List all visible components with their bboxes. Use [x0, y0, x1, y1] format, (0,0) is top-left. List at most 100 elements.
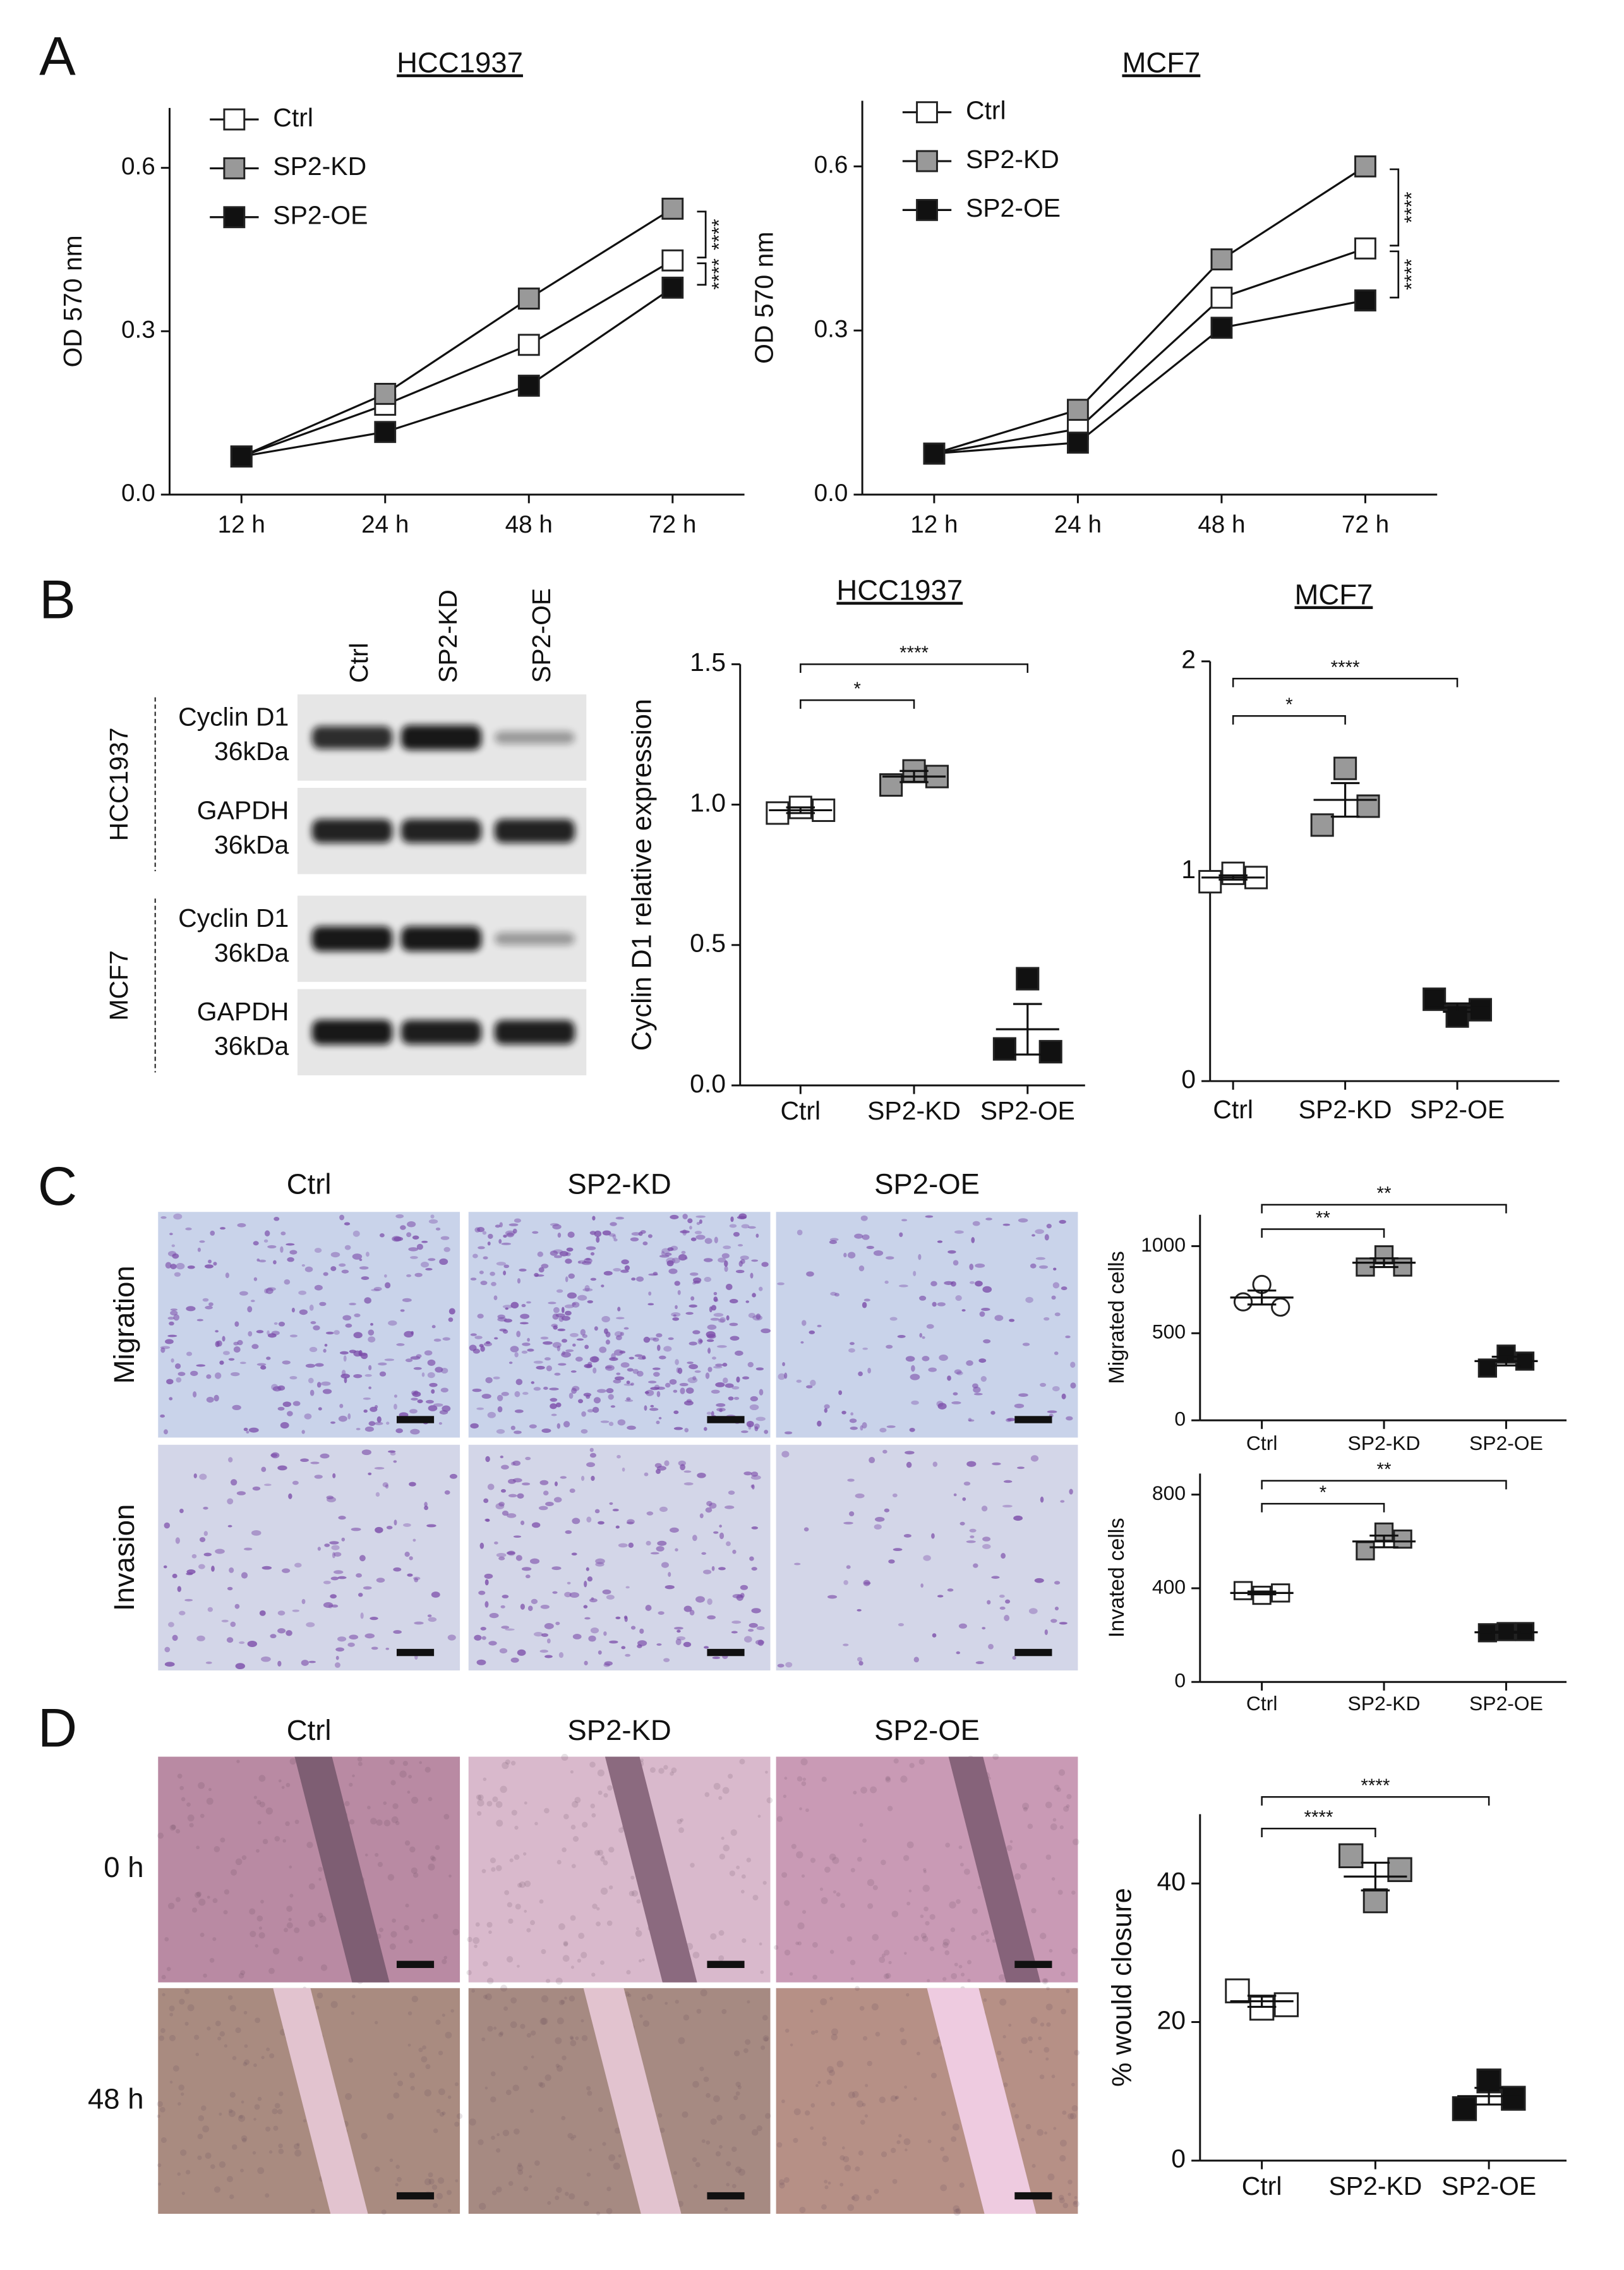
- texture: [821, 1897, 828, 1904]
- lane-label: SP2-OE: [527, 588, 556, 683]
- texture: [860, 1787, 867, 1794]
- y-tick-label: 0.0: [121, 480, 155, 507]
- cell: [488, 1233, 493, 1239]
- texture: [562, 1847, 567, 1852]
- texture: [586, 2086, 591, 2091]
- scratch: [294, 1756, 390, 1983]
- cell: [728, 1490, 735, 1495]
- cell: [782, 1361, 785, 1367]
- texture: [747, 2000, 750, 2004]
- cell: [447, 1634, 456, 1641]
- cell: [1030, 1263, 1037, 1269]
- texture: [836, 1892, 841, 1897]
- texture: [890, 2147, 896, 2153]
- cell: [420, 1261, 430, 1268]
- cell: [829, 1240, 838, 1245]
- cell: [338, 1415, 347, 1422]
- cell: [591, 1597, 594, 1600]
- texture: [256, 1849, 260, 1853]
- cell: [444, 1490, 450, 1495]
- texture: [288, 1917, 292, 1921]
- texture: [1042, 1977, 1049, 1984]
- texture: [992, 1939, 996, 1943]
- texture: [555, 2195, 560, 2201]
- texture: [822, 2141, 827, 2146]
- texture: [888, 1960, 892, 1964]
- texture: [599, 1960, 604, 1965]
- texture: [541, 2017, 548, 2025]
- cell: [953, 1493, 957, 1497]
- x-tick-label: SP2-KD: [1299, 1095, 1392, 1124]
- texture: [411, 1796, 419, 1804]
- texture: [293, 2143, 300, 2150]
- lane-label: SP2-KD: [433, 589, 462, 683]
- blot-band: [494, 731, 575, 744]
- cell: [480, 1346, 485, 1352]
- cell: [378, 1362, 387, 1366]
- texture: [1006, 1845, 1013, 1851]
- cell: [344, 1245, 351, 1250]
- cell: [160, 1414, 165, 1418]
- texture: [570, 2040, 577, 2046]
- texture: [600, 1857, 605, 1862]
- texture: [504, 1890, 510, 1895]
- texture: [925, 1921, 930, 1926]
- micrograph-bg: [776, 1212, 1078, 1438]
- x-tick-label: 72 h: [649, 511, 696, 538]
- texture: [1008, 2024, 1012, 2027]
- cell: [448, 1317, 454, 1322]
- cell: [707, 1324, 717, 1330]
- texture: [274, 2103, 280, 2109]
- cell: [922, 1336, 925, 1339]
- texture: [790, 2043, 793, 2047]
- cell: [431, 1389, 435, 1394]
- texture: [200, 1933, 205, 1938]
- texture: [784, 1777, 788, 1780]
- cell: [968, 1418, 972, 1422]
- texture: [389, 1943, 396, 1950]
- series-line: [934, 166, 1366, 455]
- cell: [403, 1523, 411, 1527]
- texture: [555, 2037, 562, 2044]
- micrograph-bg: [158, 1212, 460, 1438]
- cell: [755, 1313, 761, 1320]
- texture: [826, 2079, 833, 2085]
- texture: [564, 1996, 567, 2000]
- scale-bar: [1014, 1416, 1052, 1423]
- texture: [967, 1979, 971, 1983]
- cell: [666, 1260, 674, 1267]
- cell: [590, 1627, 599, 1634]
- x-tick-label: Ctrl: [1213, 1095, 1253, 1124]
- cell: [334, 1552, 342, 1557]
- texture: [801, 1781, 807, 1786]
- texture: [471, 1989, 475, 1993]
- texture: [266, 2047, 270, 2051]
- blot-band: [400, 926, 482, 951]
- cell: [1022, 1343, 1030, 1346]
- cell: [553, 1249, 563, 1254]
- significance-label: *: [1285, 694, 1293, 715]
- texture: [658, 1768, 665, 1774]
- cell: [485, 1341, 491, 1344]
- texture: [344, 1801, 350, 1807]
- texture: [547, 2201, 551, 2205]
- cell: [165, 1339, 174, 1344]
- cell: [932, 1461, 938, 1467]
- cell: [596, 1236, 600, 1243]
- texture: [824, 2180, 828, 2183]
- size-label: 36kDa: [214, 938, 289, 967]
- cell: [521, 1350, 528, 1354]
- cell: [1050, 1619, 1057, 1623]
- texture: [682, 2111, 689, 2118]
- cell: [616, 1372, 621, 1375]
- cell: [206, 1374, 212, 1379]
- texture: [1066, 1804, 1070, 1808]
- cell: [1005, 1599, 1011, 1604]
- texture: [751, 2128, 759, 2136]
- cell: [595, 1558, 605, 1564]
- cell: [754, 1423, 760, 1430]
- cell: [1002, 1504, 1013, 1508]
- significance-bracket: [1232, 715, 1346, 725]
- texture: [436, 2192, 443, 2200]
- cell: [903, 1534, 911, 1538]
